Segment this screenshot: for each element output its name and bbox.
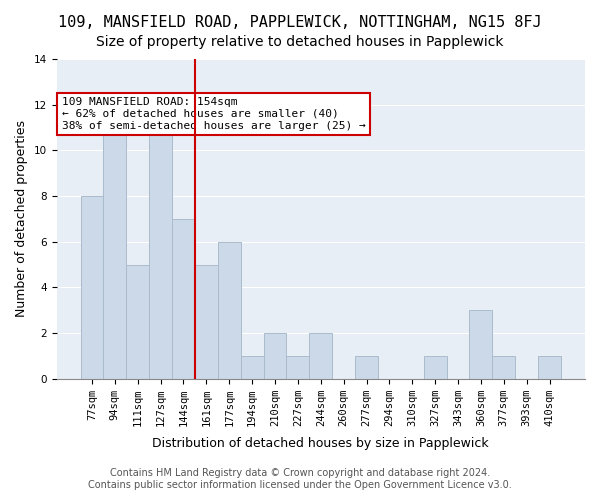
Bar xyxy=(424,356,446,378)
Bar xyxy=(195,264,218,378)
Bar xyxy=(218,242,241,378)
Text: Contains HM Land Registry data © Crown copyright and database right 2024.
Contai: Contains HM Land Registry data © Crown c… xyxy=(88,468,512,490)
Bar xyxy=(538,356,561,378)
Bar xyxy=(241,356,263,378)
Bar xyxy=(80,196,103,378)
Y-axis label: Number of detached properties: Number of detached properties xyxy=(15,120,28,318)
Bar xyxy=(493,356,515,378)
Bar xyxy=(149,104,172,378)
Bar xyxy=(286,356,310,378)
Bar xyxy=(469,310,493,378)
Text: Size of property relative to detached houses in Papplewick: Size of property relative to detached ho… xyxy=(96,35,504,49)
Bar xyxy=(127,264,149,378)
Bar xyxy=(103,128,127,378)
X-axis label: Distribution of detached houses by size in Papplewick: Distribution of detached houses by size … xyxy=(152,437,489,450)
Bar xyxy=(263,333,286,378)
Bar xyxy=(310,333,332,378)
Bar xyxy=(355,356,378,378)
Text: 109 MANSFIELD ROAD: 154sqm
← 62% of detached houses are smaller (40)
38% of semi: 109 MANSFIELD ROAD: 154sqm ← 62% of deta… xyxy=(62,98,365,130)
Text: 109, MANSFIELD ROAD, PAPPLEWICK, NOTTINGHAM, NG15 8FJ: 109, MANSFIELD ROAD, PAPPLEWICK, NOTTING… xyxy=(58,15,542,30)
Bar xyxy=(172,219,195,378)
